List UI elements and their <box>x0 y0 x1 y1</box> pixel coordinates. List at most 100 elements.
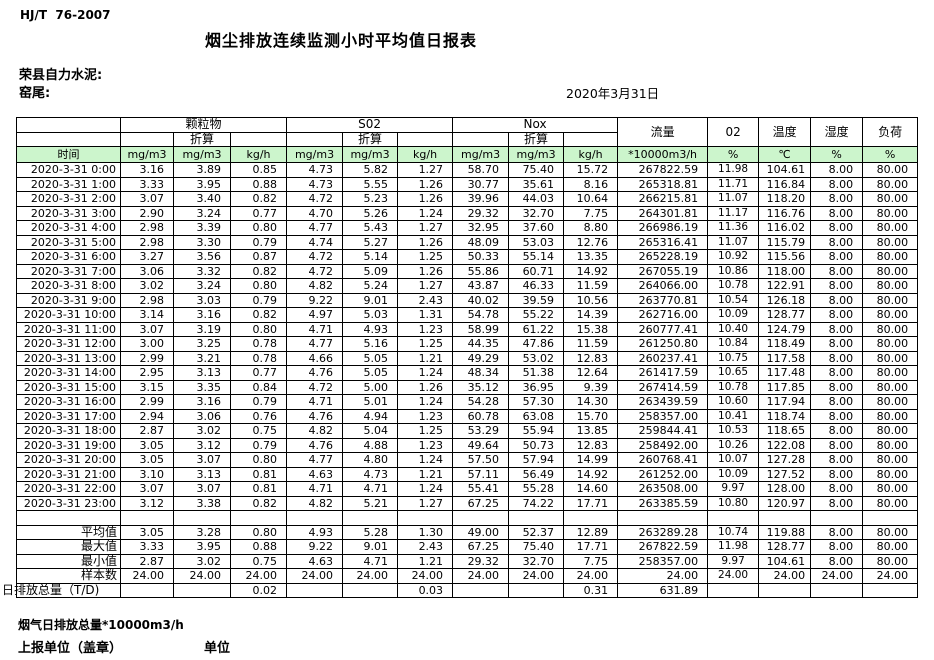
data-cell: 122.91 <box>758 278 812 294</box>
data-cell: 3.38 <box>173 495 231 511</box>
data-cell: 47.86 <box>508 336 565 352</box>
data-cell: 54.28 <box>452 394 510 410</box>
data-cell: 0.79 <box>229 437 288 453</box>
data-cell: 127.28 <box>758 452 812 468</box>
data-cell: 3.27 <box>120 249 174 265</box>
summary-cell <box>342 582 399 598</box>
data-cell: 9.22 <box>286 292 344 308</box>
data-cell: 80.00 <box>862 408 919 424</box>
data-cell: 267822.59 <box>617 162 709 178</box>
data-cell: 259844.41 <box>617 423 709 439</box>
data-cell: 118.74 <box>758 408 812 424</box>
data-cell: 10.56 <box>563 292 619 308</box>
table-row: 2020-3-31 6:00 3.27 3.56 0.87 4.72 5.14 1.25 50… <box>16 249 919 265</box>
col-group-so2: S02 <box>286 117 454 133</box>
data-cell: 80.00 <box>862 307 919 323</box>
standard-code: HJ/T 76-2007 <box>20 8 111 22</box>
summary-cell: 8.00 <box>810 539 864 555</box>
data-cell: 10.26 <box>707 437 760 453</box>
blank-cell <box>617 510 709 526</box>
data-cell: 120.97 <box>758 495 812 511</box>
unit-cell: kg/h <box>397 146 454 163</box>
unit-cell: mg/m3 <box>452 146 510 163</box>
data-cell: 35.61 <box>508 176 565 192</box>
data-cell: 1.26 <box>397 379 454 395</box>
summary-cell: 80.00 <box>862 553 919 569</box>
data-cell: 3.13 <box>173 466 231 482</box>
data-cell: 1.27 <box>397 162 454 178</box>
data-cell: 57.50 <box>452 452 510 468</box>
data-cell: 260777.41 <box>617 321 709 337</box>
summary-cell: 0.75 <box>229 553 288 569</box>
data-cell: 5.23 <box>342 191 399 207</box>
data-cell: 8.00 <box>810 408 864 424</box>
blank-cell <box>563 510 619 526</box>
data-cell: 3.33 <box>120 176 174 192</box>
summary-label: 最大值 <box>16 539 121 555</box>
data-cell: 8.00 <box>810 191 864 207</box>
data-cell: 4.77 <box>286 220 344 236</box>
data-cell: 8.00 <box>810 162 864 178</box>
data-cell: 48.09 <box>452 234 510 250</box>
data-cell: 32.95 <box>452 220 510 236</box>
header-converted-row: 折算 折算 折算 <box>16 131 918 147</box>
data-cell: 2.98 <box>120 292 174 308</box>
data-cell: 1.25 <box>397 336 454 352</box>
data-cell: 10.07 <box>707 452 760 468</box>
data-cell: 118.49 <box>758 336 812 352</box>
summary-cell: 5.28 <box>342 524 399 540</box>
data-cell: 48.34 <box>452 365 510 381</box>
data-cell: 4.76 <box>286 365 344 381</box>
summary-cell: 24.00 <box>508 568 565 584</box>
table-row: 2020-3-31 14:00 2.95 3.13 0.77 4.76 5.05 1.24 4… <box>16 365 919 381</box>
data-cell: 3.07 <box>120 191 174 207</box>
data-cell: 80.00 <box>862 321 919 337</box>
time-cell: 2020-3-31 23:00 <box>16 495 121 511</box>
data-cell: 29.32 <box>452 205 510 221</box>
data-cell: 5.14 <box>342 249 399 265</box>
summary-cell: 3.28 <box>173 524 231 540</box>
data-cell: 3.02 <box>173 423 231 439</box>
data-cell: 2.87 <box>120 423 174 439</box>
unit-cell: kg/h <box>563 146 619 163</box>
data-cell: 57.94 <box>508 452 565 468</box>
data-cell: 57.30 <box>508 394 565 410</box>
data-cell: 9.39 <box>563 379 619 395</box>
unit-cell: *10000m3/h <box>617 146 709 163</box>
data-cell: 3.14 <box>120 307 174 323</box>
data-cell: 3.03 <box>173 292 231 308</box>
data-cell: 15.38 <box>563 321 619 337</box>
data-cell: 8.00 <box>810 466 864 482</box>
data-cell: 4.71 <box>286 481 344 497</box>
data-cell: 3.02 <box>120 278 174 294</box>
data-cell: 3.89 <box>173 162 231 178</box>
data-cell: 4.77 <box>286 336 344 352</box>
data-cell: 80.00 <box>862 394 919 410</box>
data-cell: 0.78 <box>229 336 288 352</box>
data-cell: 266986.19 <box>617 220 709 236</box>
data-cell: 4.73 <box>286 176 344 192</box>
data-cell: 0.87 <box>229 249 288 265</box>
data-cell: 1.26 <box>397 234 454 250</box>
header-group-row: 颗粒物 S02 Nox 流量 02 温度 湿度 负荷 <box>16 117 919 147</box>
blank-cell <box>508 510 565 526</box>
data-cell: 80.00 <box>862 350 919 366</box>
data-cell: 2.98 <box>120 220 174 236</box>
summary-cell: 3.05 <box>120 524 174 540</box>
blank-cell <box>707 510 760 526</box>
report-date: 2020年3月31日 <box>566 86 660 101</box>
time-cell: 2020-3-31 9:00 <box>16 292 121 308</box>
data-cell: 4.80 <box>342 452 399 468</box>
report-table-wrapper: 颗粒物 S02 Nox 流量 02 温度 湿度 负荷 折算 折算 折算 时间 m… <box>2 117 919 598</box>
data-cell: 8.00 <box>810 350 864 366</box>
data-cell: 10.64 <box>563 191 619 207</box>
data-cell: 3.07 <box>120 481 174 497</box>
data-cell: 3.40 <box>173 191 231 207</box>
summary-cell: 24.00 <box>397 568 454 584</box>
data-cell: 264066.00 <box>617 278 709 294</box>
blank-cell <box>16 510 121 526</box>
summary-cell: 3.95 <box>173 539 231 555</box>
summary-row: 最大值 3.33 3.95 0.88 9.22 9.01 2.43 67.25 75.40 17.… <box>16 539 919 555</box>
data-cell: 4.63 <box>286 466 344 482</box>
data-cell: 3.15 <box>120 379 174 395</box>
